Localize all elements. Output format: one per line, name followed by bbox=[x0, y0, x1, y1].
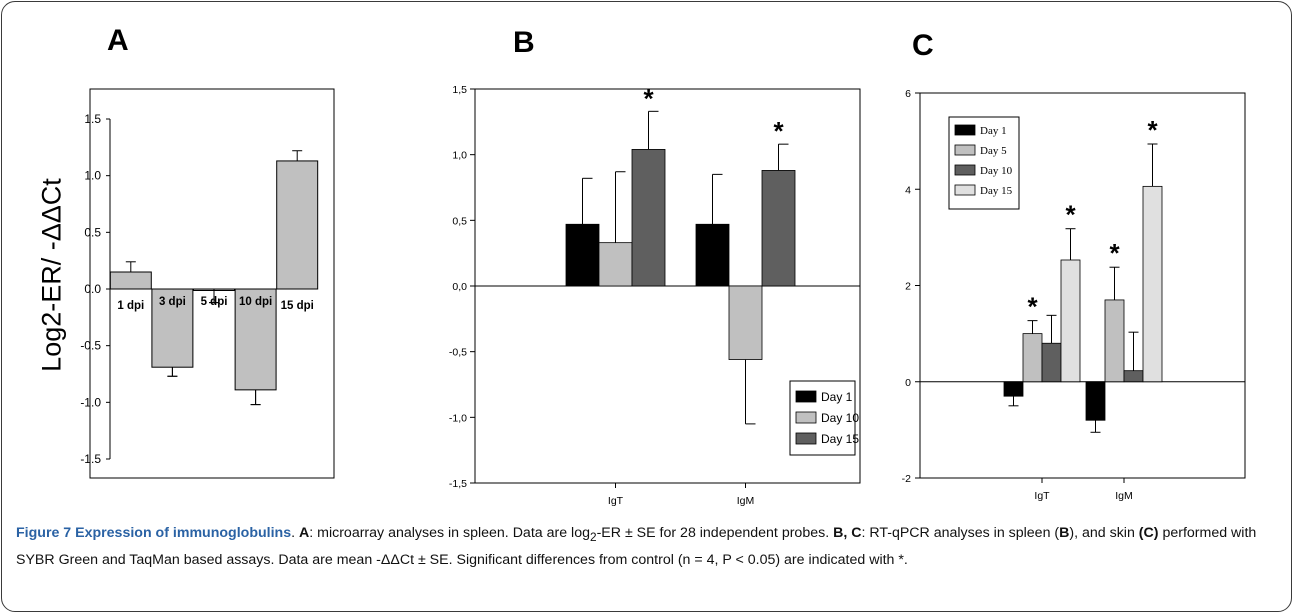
chart-b-y-tick-label: 1,0 bbox=[452, 150, 467, 162]
caption-label-c: (C) bbox=[1138, 525, 1159, 541]
chart-a-y-tick-label: 1.0 bbox=[84, 169, 101, 183]
chart-c-x-tick-label: IgM bbox=[1115, 490, 1133, 502]
caption-subscript: 2 bbox=[589, 529, 597, 544]
chart-c-legend-label: Day 10 bbox=[980, 165, 1013, 177]
chart-a-y-tick-label: 0.0 bbox=[84, 282, 101, 296]
chart-c-y-tick-label: 6 bbox=[905, 88, 911, 100]
chart-b-y-tick-label: -0,5 bbox=[449, 347, 467, 359]
chart-a-category-label: 15 dpi bbox=[281, 300, 314, 312]
chart-b-y-tick-label: -1,0 bbox=[449, 412, 467, 424]
chart-c-significance-star: * bbox=[1109, 238, 1120, 268]
chart-c-legend-swatch bbox=[954, 164, 976, 176]
chart-c-legend-label: Day 5 bbox=[980, 145, 1007, 157]
chart-c-legend-swatch bbox=[954, 144, 976, 156]
chart-c-legend-swatch bbox=[954, 124, 976, 136]
caption-text-6: performed with SYBR Green and TaqMan bas… bbox=[16, 525, 1257, 568]
chart-a-y-tick-label: 1.5 bbox=[84, 112, 101, 126]
chart-b-legend-swatch bbox=[795, 390, 817, 403]
chart-c-bar bbox=[1022, 333, 1043, 383]
chart-b-significance-star: * bbox=[643, 83, 654, 113]
chart-b-y-tick-label: -1,5 bbox=[449, 478, 467, 490]
chart-c-bar bbox=[1104, 299, 1125, 383]
chart-c-legend-label: Day 1 bbox=[980, 125, 1007, 137]
chart-b-legend-swatch bbox=[795, 432, 817, 445]
chart-c-bar bbox=[1085, 381, 1106, 421]
chart-b-legend-swatch bbox=[795, 411, 817, 424]
chart-b-legend-label: Day 1 bbox=[821, 390, 853, 404]
chart-b-bar bbox=[598, 242, 633, 287]
chart-c-y-tick-label: 2 bbox=[905, 281, 911, 293]
chart-a-bar bbox=[276, 160, 319, 290]
chart-c-bar bbox=[1060, 259, 1081, 383]
chart-c-y-tick-label: -2 bbox=[902, 473, 911, 485]
caption-text-3: -ER ± SE for 28 independent probes. bbox=[596, 525, 834, 541]
chart-a-bar bbox=[234, 288, 277, 391]
chart-a-bar bbox=[109, 271, 152, 290]
panel-label-a: A bbox=[107, 24, 129, 57]
chart-a-bar bbox=[151, 288, 194, 368]
chart-c-significance-star: * bbox=[1147, 115, 1158, 145]
figure-caption: Figure 7 Expression of immunoglobulins. … bbox=[16, 522, 1278, 572]
panel-label-b: B bbox=[513, 26, 535, 59]
chart-b-y-tick-label: 1,5 bbox=[452, 84, 467, 96]
caption-label-a: A bbox=[299, 525, 310, 541]
chart-b-bar bbox=[565, 223, 600, 287]
chart-c-y-tick-label: 0 bbox=[905, 377, 911, 389]
chart-a-y-tick-label: -1.0 bbox=[80, 395, 101, 409]
chart-b-bar bbox=[761, 170, 796, 287]
chart-a-y-tick-label: 0.5 bbox=[84, 225, 101, 239]
chart-c-bar bbox=[1142, 185, 1163, 383]
chart-a-category-label: 1 dpi bbox=[117, 300, 144, 312]
caption-text-2: : microarray analyses in spleen. Data ar… bbox=[309, 525, 590, 541]
caption-text-4: : RT-qPCR analyses in spleen ( bbox=[861, 525, 1060, 541]
chart-c-y-tick-label: 4 bbox=[905, 184, 911, 196]
chart-b-bar bbox=[631, 149, 666, 287]
chart-a-border bbox=[89, 88, 335, 479]
panel-label-c: C bbox=[912, 29, 934, 62]
chart-c-bar bbox=[1003, 381, 1024, 397]
caption-text-5: ), and skin bbox=[1069, 525, 1139, 541]
chart-c-bar bbox=[1123, 370, 1144, 383]
chart-b-x-tick-label: IgM bbox=[737, 495, 755, 507]
chart-b-x-tick-label: IgT bbox=[608, 495, 624, 507]
chart-c-significance-star: * bbox=[1065, 200, 1076, 230]
chart-b-bar bbox=[728, 285, 763, 360]
chart-c-legend-swatch bbox=[954, 184, 976, 196]
chart-b-significance-star: * bbox=[773, 116, 784, 146]
chart-b-legend-label: Day 15 bbox=[821, 432, 859, 446]
chart-c-x-tick-label: IgT bbox=[1034, 490, 1050, 502]
chart-c-significance-star: * bbox=[1027, 292, 1038, 322]
chart-b-bar bbox=[695, 223, 730, 287]
chart-a-y-tick-label: -1.5 bbox=[80, 452, 101, 466]
chart-c-bar bbox=[1041, 342, 1062, 383]
chart-a-category-label: 10 dpi bbox=[239, 296, 272, 308]
chart-b-y-tick-label: 0,0 bbox=[452, 281, 467, 293]
chart-a-y-tick-label: -0.5 bbox=[80, 339, 101, 353]
chart-a-category-label: 3 dpi bbox=[159, 296, 186, 308]
caption-text-1: . bbox=[291, 525, 299, 541]
caption-title: Figure 7 Expression of immunoglobulins bbox=[16, 525, 292, 541]
caption-label-bc: B, C bbox=[833, 525, 862, 541]
chart-b-y-tick-label: 0,5 bbox=[452, 215, 467, 227]
chart-b-legend-label: Day 10 bbox=[821, 411, 859, 425]
chart-c-legend-label: Day 15 bbox=[980, 185, 1013, 197]
caption-label-b: B bbox=[1059, 525, 1070, 541]
